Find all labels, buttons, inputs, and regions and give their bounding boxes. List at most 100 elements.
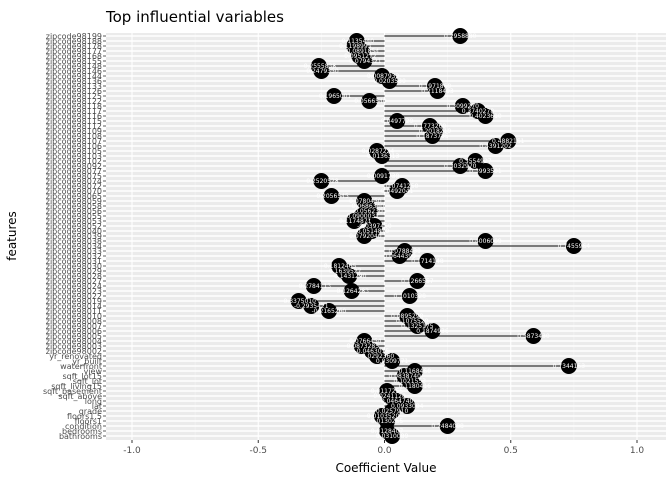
points [290, 28, 582, 444]
point-label-zipcode98178: -0.1198993 [337, 43, 372, 50]
y-tick-label-zipcode98148: zipcode98148 [46, 62, 102, 71]
y-tick-label-zipcode98032: zipcode98032 [46, 252, 102, 261]
x-tick-label: 0.0 [377, 446, 392, 456]
y-tick-label-zipcode98039: zipcode98039 [46, 232, 102, 241]
point-zipcode98125 [326, 88, 342, 104]
point-label-zipcode98052: -0.0397450 [357, 223, 392, 230]
point-label-lat: 0.0933004 [391, 403, 424, 410]
y-tick-label-zipcode98011: zipcode98011 [46, 307, 102, 316]
point-label-zipcode98053: -0.1174871 [337, 218, 372, 225]
point-label-zipcode98107: 0.4882161 [492, 138, 525, 145]
y-tick-label-zipcode98136: zipcode98136 [46, 77, 102, 86]
point-label-waterfront: 0.7344153 [553, 363, 586, 370]
y-tick-label-yr_renovated: yr_renovated [49, 352, 102, 361]
point-label-zipcode98118: 0.3099270 [447, 103, 480, 110]
y-tick-label-zipcode98058: zipcode98058 [46, 202, 102, 211]
point-yr_renovated [368, 348, 385, 364]
point-label-zipcode98022: 0.1010328 [394, 293, 427, 300]
point-label-zipcode98028: -0.1431290 [332, 273, 367, 280]
point-zipcode98065 [323, 188, 340, 204]
y-tick-label-bedrooms: bedrooms [62, 427, 102, 436]
y-tick-label-sqft_lot15: sqft_lot15 [63, 372, 103, 381]
point-zipcode98199 [452, 28, 469, 44]
point-label-zipcode98115: 0.0497729 [381, 118, 414, 125]
y-tick-label-zipcode98028: zipcode98028 [46, 272, 102, 281]
point-label-zipcode98065: -0.2056545 [314, 193, 349, 200]
point-zipcode98039 [356, 228, 373, 244]
point-label-yr_built: 0.0309771 [376, 358, 409, 365]
point-label-zipcode98030: -0.1812465 [322, 263, 357, 270]
y-tick-label-waterfront: waterfront [60, 362, 102, 371]
point-label-zipcode98074: -0.2520528 [304, 178, 339, 185]
y-tick-label-zipcode98038: zipcode98038 [46, 237, 102, 246]
y-tick-label-zipcode98146: zipcode98146 [46, 67, 102, 76]
point-labels: 0.2958880-0.1135440-0.1198993-0.0891854-… [281, 33, 590, 440]
y-tick-label-sqft_living15: sqft_living15 [51, 382, 102, 391]
point-label-zipcode98117: 0.3740278 [462, 108, 495, 115]
point-label-zipcode98059: -0.0780450 [347, 198, 382, 205]
y-tick-label-floors1.5: floors1.5 [67, 412, 102, 421]
point-label-zipcode98136: 0.0203530 [373, 78, 406, 85]
point-label-zipcode98146: -0.2479350 [304, 68, 339, 75]
point-label-zipcode98014: -0.2935421 [294, 303, 329, 310]
y-tick-label-zipcode98014: zipcode98014 [46, 302, 102, 311]
y-tick-label-zipcode98092: zipcode98092 [46, 162, 102, 171]
point-zipcode98116 [477, 108, 494, 124]
point-label-zipcode98144: -0.0087932 [365, 73, 400, 80]
y-tick-label-zipcode98003: zipcode98003 [46, 342, 102, 351]
y-tick-label-zipcode98178: zipcode98178 [46, 42, 102, 51]
x-tick-label: -0.5 [249, 446, 267, 456]
point-waterfront [560, 358, 577, 374]
y-tick-label-zipcode98126: zipcode98126 [46, 87, 102, 96]
point-label-zipcode98188: -0.1135440 [339, 38, 374, 45]
y-tick-label-zipcode98125: zipcode98125 [46, 92, 102, 101]
point-label-zipcode98033: 0.0788439 [388, 248, 421, 255]
y-tick-label-zipcode98007: zipcode98007 [46, 322, 102, 331]
point-label-zipcode98027: 0.1266557 [401, 278, 434, 285]
point-label-zipcode98092: 0.3032970 [444, 163, 477, 170]
point-zipcode98024 [305, 278, 322, 294]
x-tick-label: 1.0 [630, 446, 645, 456]
point-zipcode98126 [429, 83, 446, 99]
y-tick-label-zipcode98072: zipcode98072 [46, 182, 102, 191]
y-tick-label-zipcode98199: zipcode98199 [46, 32, 102, 41]
point-label-yr_renovated: -0.0292360 [360, 353, 395, 360]
y-tick-label-long: long [85, 397, 102, 406]
point-zipcode98011 [320, 303, 337, 319]
point-label-zipcode98102: 0.3554927 [459, 158, 492, 165]
point-label-zipcode98103: -0.0136313 [365, 153, 400, 160]
point-label-zipcode98168: -0.0951272 [342, 53, 377, 60]
y-tick-label-zipcode98029: zipcode98029 [46, 267, 102, 276]
point-label-zipcode98034: 0.7455964 [558, 243, 591, 250]
point-label-zipcode98125: -0.1965001 [317, 93, 352, 100]
y-tick-label-zipcode98053: zipcode98053 [46, 217, 102, 226]
y-tick-label-zipcode98002: zipcode98002 [46, 347, 102, 356]
point-label-zipcode98126: 0.2118493 [421, 88, 454, 95]
point-label-zipcode98199: 0.2958880 [444, 33, 477, 40]
point-label-zipcode98106: 0.4391202 [479, 143, 512, 150]
point-label-zipcode98039: -0.0792040 [347, 233, 382, 240]
point-label-zipcode98019: -0.3375010 [281, 298, 316, 305]
point-zipcode98108 [424, 128, 441, 144]
point-label-floors1.5: -0.0103520 [365, 413, 400, 420]
point-label-sqft_living15: 0.1180416 [399, 383, 432, 390]
point-label-zipcode98003: -0.0873285 [344, 343, 379, 350]
y-tick-label-zipcode98074: zipcode98074 [46, 177, 102, 186]
y-tick-label-lat: lat [92, 402, 102, 411]
point-zipcode98118 [454, 98, 471, 114]
point-zipcode98106 [487, 138, 504, 154]
y-tick-label-zipcode98070: zipcode98070 [46, 187, 102, 196]
y-tick-label-bathrooms: bathrooms [59, 432, 102, 441]
y-tick-label-zipcode98177: zipcode98177 [46, 47, 102, 56]
y-tick-label-zipcode98133: zipcode98133 [46, 82, 102, 91]
point-zipcode98032 [391, 248, 408, 264]
point-label-zipcode98038: 0.4006009 [469, 238, 502, 245]
y-tick-label-sqft_basement: sqft_basement [43, 387, 102, 396]
point-label-zipcode98011: -0.2165260 [312, 308, 347, 315]
y-tick-label-zipcode98024: zipcode98024 [46, 282, 102, 291]
point-zipcode98007 [409, 318, 426, 334]
point-label-zipcode98032: 0.0644390 [383, 253, 416, 260]
point-label-sqft_lot15: 0.0838740 [388, 373, 421, 380]
point-label-zipcode98105: -0.0287224 [360, 148, 395, 155]
y-tick-label-condition: condition [65, 422, 102, 431]
